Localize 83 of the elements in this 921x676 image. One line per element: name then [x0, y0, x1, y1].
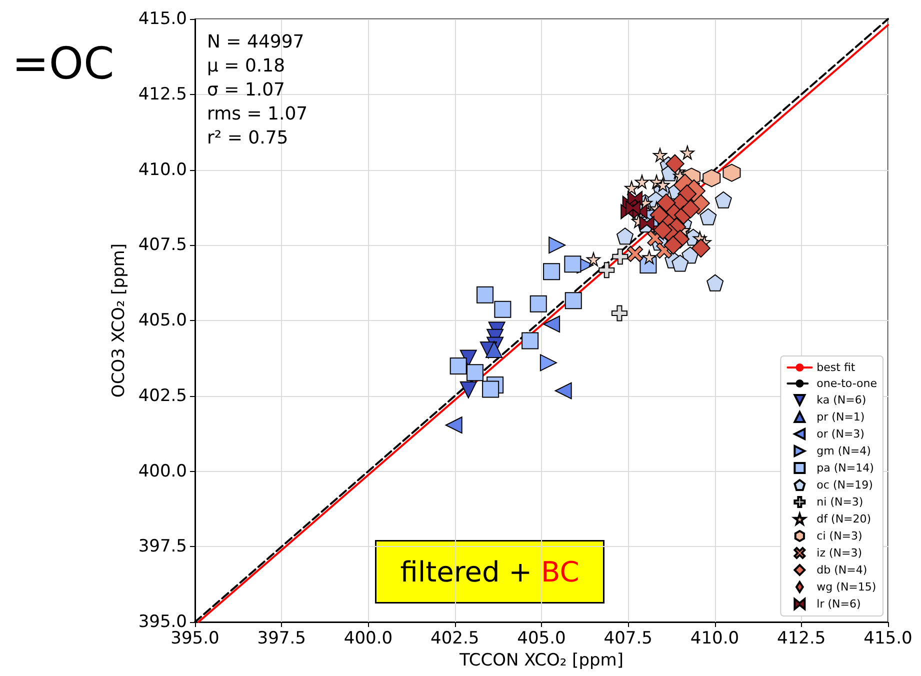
point	[564, 292, 582, 310]
point	[460, 381, 477, 398]
point	[722, 164, 741, 182]
legend-label: lr (N=6)	[816, 598, 861, 610]
x-tick-label: 410.0	[690, 628, 740, 648]
y-tick-label: 400.0	[138, 461, 187, 482]
point	[554, 382, 572, 400]
point	[543, 316, 560, 333]
legend-label: ni (N=3)	[816, 496, 864, 508]
x-tick-label: 405.0	[517, 628, 566, 648]
legend-label: iz (N=3)	[816, 546, 862, 560]
point	[598, 262, 615, 278]
point	[653, 220, 672, 240]
legend-label: one-to-one	[816, 377, 878, 390]
legend-label: or (N=3)	[816, 428, 864, 440]
x-axis-title: TCCON XCO₂ [ppm]	[458, 650, 624, 670]
annotation: r² = 0.75	[207, 128, 288, 148]
legend-label: gm (N=4)	[816, 444, 871, 458]
point	[530, 295, 547, 312]
point	[586, 252, 600, 266]
text: =OC	[12, 38, 114, 90]
y-tick-label: 407.5	[138, 235, 187, 256]
point	[706, 274, 724, 292]
point	[522, 332, 539, 350]
point	[702, 169, 721, 188]
legend-label: oc (N=19)	[816, 478, 873, 492]
legend-label: pa (N=14)	[816, 462, 874, 474]
point	[653, 148, 668, 162]
annotation: σ = 1.07	[207, 80, 286, 100]
point	[680, 199, 700, 218]
point	[476, 286, 494, 304]
legend-label: db (N=4)	[816, 564, 868, 576]
y-axis-title: OCO3 XCO₂ [ppm]	[108, 243, 129, 398]
y-tick-label: 402.5	[138, 386, 187, 406]
point	[691, 238, 710, 258]
y-tick-label: 410.0	[138, 160, 187, 180]
point	[680, 146, 694, 160]
point	[672, 254, 689, 272]
point	[627, 246, 644, 262]
point	[650, 205, 669, 224]
point	[616, 228, 634, 245]
point	[482, 380, 500, 398]
annotation: rms = 1.07	[207, 104, 308, 124]
point	[611, 305, 628, 322]
y-tick-label: 405.0	[138, 310, 187, 330]
legend-label: best fit	[816, 361, 856, 374]
point	[548, 236, 566, 254]
annotation: N = 44997	[207, 32, 304, 52]
point	[656, 178, 670, 192]
point	[486, 340, 503, 358]
point	[624, 180, 639, 195]
point	[540, 354, 557, 372]
legend-label: ci (N=3)	[816, 530, 862, 542]
point	[494, 300, 512, 318]
point	[628, 190, 643, 206]
point	[564, 256, 582, 273]
point	[714, 191, 732, 208]
x-tick-label: 402.5	[430, 628, 480, 648]
x-tick-label: 412.5	[777, 628, 826, 648]
point	[466, 364, 484, 382]
point	[664, 236, 683, 255]
point	[445, 416, 462, 434]
point	[656, 193, 676, 212]
legend-label: wg (N=15)	[816, 580, 876, 594]
y-tick-label: 412.5	[138, 84, 187, 104]
point	[612, 248, 628, 265]
legend-label: ka (N=6)	[816, 394, 866, 406]
point	[625, 200, 640, 216]
x-tick-label: 407.5	[604, 628, 652, 648]
legend-label: pr (N=1)	[816, 410, 865, 424]
annotation: μ = 0.18	[207, 56, 286, 76]
x-tick-label: 400.0	[344, 628, 393, 648]
legend-label: df (N=20)	[816, 512, 872, 526]
point	[450, 358, 467, 375]
x-tick-label: 415.0	[864, 628, 912, 648]
y-tick-label: 397.5	[138, 536, 187, 557]
point	[665, 154, 684, 174]
y-tick-label: 415.0	[138, 9, 187, 29]
point	[700, 208, 717, 226]
point	[543, 263, 560, 280]
point	[642, 250, 656, 264]
point	[634, 174, 649, 189]
x-tick-label: 397.5	[257, 628, 306, 648]
